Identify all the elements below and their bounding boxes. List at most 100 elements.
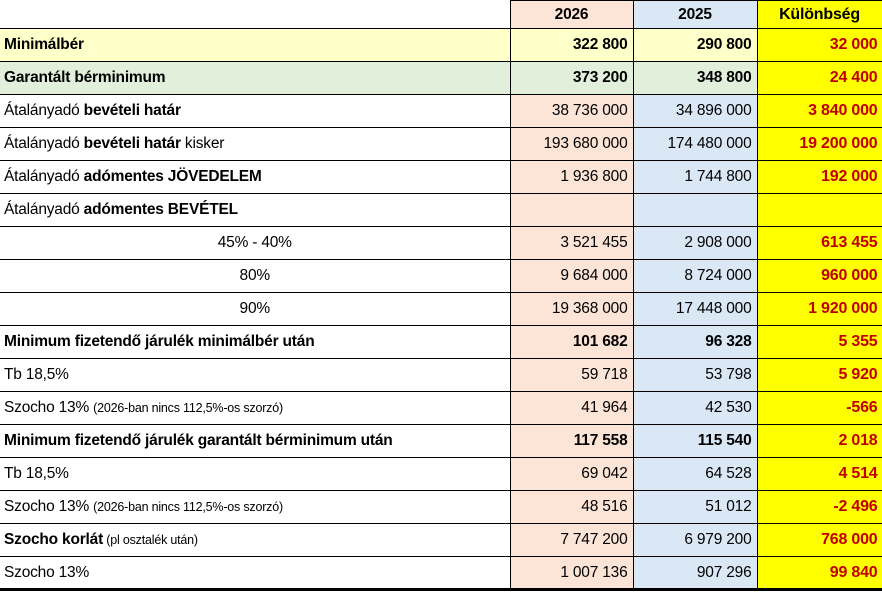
cell-value-2026[interactable]: 59 718 — [509, 358, 634, 392]
cell-label[interactable]: Átalányadó bevételi határ kisker — [0, 127, 511, 161]
label-text: Tb 18,5% — [4, 366, 69, 383]
cell-value-2025[interactable]: 1 744 800 — [632, 160, 758, 194]
cell-value-2026[interactable]: 101 682 — [509, 325, 634, 359]
cell-difference[interactable]: 613 455 — [756, 226, 882, 260]
label-text: adómentes JÖVEDELEM — [83, 168, 262, 185]
cell-label[interactable]: Szocho 13% (2026-ban nincs 112,5%-os szo… — [0, 490, 511, 524]
cell-value-2026[interactable]: 193 680 000 — [509, 127, 634, 161]
cell-value-2026[interactable]: 69 042 — [509, 457, 634, 491]
label-text: bevételi határ — [83, 135, 181, 152]
label-text: (2026-ban nincs 112,5%-os szorzó) — [93, 500, 283, 514]
cell-difference[interactable]: 3 840 000 — [756, 94, 882, 128]
cell-label[interactable]: Átalányadó bevételi határ — [0, 94, 511, 128]
label-text: Átalányadó — [4, 201, 84, 218]
cell-value-2026[interactable]: 38 736 000 — [509, 94, 634, 128]
cell-value-2026[interactable]: 1 007 136 — [509, 556, 634, 591]
cell-difference[interactable]: 5 920 — [756, 358, 882, 392]
cell-difference[interactable]: 192 000 — [756, 160, 882, 194]
label-text: Átalányadó — [4, 168, 84, 185]
cell-value-2026[interactable]: 9 684 000 — [509, 259, 634, 293]
table-row: Minimum fizetendő járulék garantált bérm… — [0, 424, 882, 458]
cell-difference[interactable]: 32 000 — [756, 28, 882, 62]
label-text: Átalányadó — [4, 135, 84, 152]
cell-label[interactable]: Tb 18,5% — [0, 358, 511, 392]
header-year-2026[interactable]: 2026 — [509, 0, 634, 29]
cell-value-2025[interactable]: 34 896 000 — [632, 94, 758, 128]
cell-value-2025[interactable]: 348 800 — [632, 61, 758, 95]
cell-value-2025[interactable]: 2 908 000 — [632, 226, 758, 260]
table-row: Tb 18,5% 59 718 53 798 5 920 — [0, 358, 882, 392]
cell-value-2025[interactable]: 64 528 — [632, 457, 758, 491]
cell-value-2026[interactable]: 7 747 200 — [509, 523, 634, 557]
cell-value-2026[interactable]: 41 964 — [509, 391, 634, 425]
cell-value-2025[interactable]: 115 540 — [632, 424, 758, 458]
cell-value-2026[interactable]: 48 516 — [509, 490, 634, 524]
table-row: Átalányadó bevételi határ kisker 193 680 … — [0, 127, 882, 161]
cell-difference[interactable]: 19 200 000 — [756, 127, 882, 161]
label-text: bevételi határ — [83, 102, 181, 119]
label-text: Szocho 13% — [4, 399, 94, 416]
cell-value-2026[interactable]: 373 200 — [509, 61, 634, 95]
cell-label[interactable]: Szocho korlát (pl osztalék után) — [0, 523, 511, 557]
cell-label[interactable]: Minimálbér — [0, 28, 511, 62]
table-row: Szocho 13% (2026-ban nincs 112,5%-os szo… — [0, 391, 882, 425]
cell-value-2026[interactable]: 1 936 800 — [509, 160, 634, 194]
cell-value-2025[interactable]: 907 296 — [632, 556, 758, 591]
cell-value-2025[interactable]: 6 979 200 — [632, 523, 758, 557]
cell-value-2025[interactable]: 8 724 000 — [632, 259, 758, 293]
label-text: Szocho 13% — [4, 563, 90, 581]
cell-label[interactable]: Szocho 13% (2026-ban nincs 112,5%-os szo… — [0, 391, 511, 425]
label-text: 90% — [239, 300, 271, 317]
table-row: 80% 9 684 000 8 724 000 960 000 — [0, 259, 882, 293]
cell-difference[interactable]: 5 355 — [756, 325, 882, 359]
cell-value-2025[interactable]: 290 800 — [632, 28, 758, 62]
header-empty-cell[interactable] — [0, 0, 511, 29]
cell-label[interactable]: Tb 18,5% — [0, 457, 511, 491]
cell-value-2025[interactable]: 42 530 — [632, 391, 758, 425]
cell-difference[interactable]: 2 018 — [756, 424, 882, 458]
cell-label[interactable]: Garantált bérminimum — [0, 61, 511, 95]
cell-label[interactable]: Átalányadó adómentes BEVÉTEL — [0, 193, 511, 227]
label-text: kisker — [180, 135, 225, 152]
cell-value-2026[interactable]: 117 558 — [509, 424, 634, 458]
cell-label[interactable]: 90% — [0, 292, 511, 326]
cell-difference[interactable] — [756, 193, 882, 227]
label-text: 45% - 40% — [217, 234, 292, 251]
cell-label[interactable]: Átalányadó adómentes JÖVEDELEM — [0, 160, 511, 194]
cell-value-2025[interactable]: 53 798 — [632, 358, 758, 392]
table-row: 45% - 40% 3 521 455 2 908 000 613 455 — [0, 226, 882, 260]
cell-value-2025[interactable]: 96 328 — [632, 325, 758, 359]
cell-value-2026[interactable] — [509, 193, 634, 227]
cell-difference[interactable]: -566 — [756, 391, 882, 425]
header-year-2025[interactable]: 2025 — [632, 0, 758, 29]
cell-difference[interactable]: 960 000 — [756, 259, 882, 293]
cell-label[interactable]: Minimum fizetendő járulék garantált bérm… — [0, 424, 511, 458]
cell-label[interactable]: Minimum fizetendő járulék minimálbér utá… — [0, 325, 511, 359]
table-row: Minimálbér 322 800 290 800 32 000 — [0, 28, 882, 62]
header-difference[interactable]: Különbség — [756, 0, 882, 29]
table-row: Átalányadó adómentes JÖVEDELEM 1 936 800 1… — [0, 160, 882, 194]
cell-value-2026[interactable]: 19 368 000 — [509, 292, 634, 326]
cell-difference[interactable]: -2 496 — [756, 490, 882, 524]
cell-label[interactable]: 45% - 40% — [0, 226, 511, 260]
cell-difference[interactable]: 1 920 000 — [756, 292, 882, 326]
cell-value-2025[interactable] — [632, 193, 758, 227]
label-text: Minimálbér — [4, 36, 84, 53]
table-row: 90% 19 368 000 17 448 000 1 920 000 — [0, 292, 882, 326]
cell-value-2026[interactable]: 3 521 455 — [509, 226, 634, 260]
label-text: 80% — [239, 267, 271, 284]
cell-value-2026[interactable]: 322 800 — [509, 28, 634, 62]
label-text: Átalányadó — [4, 102, 84, 119]
cell-label[interactable]: 80% — [0, 259, 511, 293]
cell-difference[interactable]: 99 840 — [756, 556, 882, 591]
cell-value-2025[interactable]: 174 480 000 — [632, 127, 758, 161]
label-text: (2026-ban nincs 112,5%-os szorzó) — [93, 401, 283, 415]
cell-difference[interactable]: 768 000 — [756, 523, 882, 557]
cell-value-2025[interactable]: 51 012 — [632, 490, 758, 524]
table-row: Tb 18,5% 69 042 64 528 4 514 — [0, 457, 882, 491]
cell-difference[interactable]: 24 400 — [756, 61, 882, 95]
cell-value-2025[interactable]: 17 448 000 — [632, 292, 758, 326]
cell-difference[interactable]: 4 514 — [756, 457, 882, 491]
cell-label[interactable]: Szocho 13% — [0, 556, 511, 591]
